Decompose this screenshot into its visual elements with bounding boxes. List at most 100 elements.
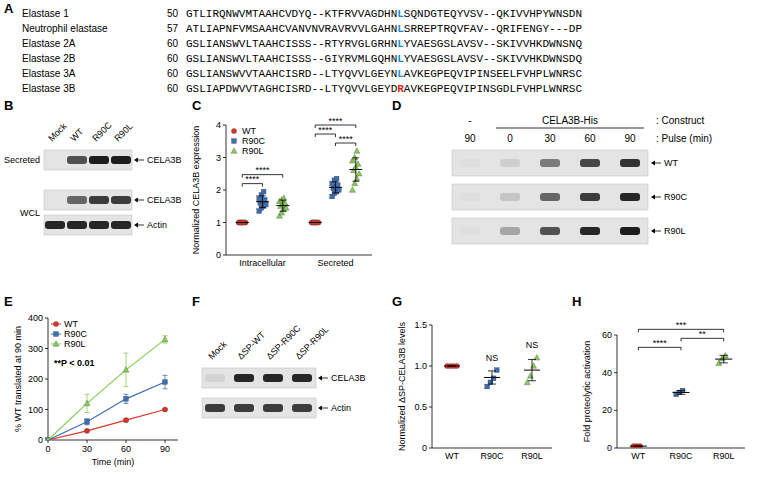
- error-bar: [448, 366, 456, 367]
- marker: [334, 176, 339, 181]
- y-label: Fold proteolytic activation: [582, 341, 592, 443]
- x-tick: [87, 440, 88, 443]
- error-bar: [634, 446, 643, 447]
- band: [540, 193, 560, 201]
- blot-strip: [202, 398, 316, 418]
- lane-label: R90C: [90, 120, 114, 144]
- band: [67, 221, 87, 229]
- y-tick: [223, 255, 226, 256]
- sequence: GSLIAPDWVVTAGHCISRD--LTYQVVLGEYDRAVKEGPE…: [186, 83, 582, 95]
- legend-marker: [231, 148, 237, 154]
- error-bar: [332, 182, 338, 193]
- marker: [531, 363, 537, 369]
- panel-label: F: [192, 294, 200, 309]
- lane-label: Mock: [206, 339, 229, 362]
- pulse-label: 90: [464, 133, 476, 144]
- error-bar: [259, 196, 265, 208]
- band: [45, 221, 65, 229]
- sequence: GSLIANSWVLTAAHCISSS--RTYRVGLGRHNLYVAESGS…: [186, 38, 582, 50]
- plot-area: [45, 336, 168, 440]
- arrow-head: [318, 406, 322, 411]
- blot-strip: [44, 150, 132, 170]
- pulse-label: 30: [544, 133, 556, 144]
- y-label: % WT translated at 90 min: [13, 326, 23, 432]
- y-tick: [223, 190, 226, 191]
- error-bar: [719, 355, 728, 363]
- mean-line: [309, 222, 322, 223]
- marker: [335, 183, 340, 188]
- sequence-part: GSLIAPDWVVTAGHCISRD--LTYQVVLGEYD: [186, 83, 398, 95]
- group-label: WCL: [20, 208, 40, 218]
- y-tick-label: 0: [607, 443, 612, 453]
- band: [460, 159, 480, 167]
- significance-label: **: [699, 329, 707, 339]
- band: [500, 193, 520, 201]
- legend-label: WT: [242, 126, 256, 136]
- band: [67, 196, 87, 204]
- band: [620, 193, 640, 201]
- y-tick-label: 20: [602, 405, 612, 415]
- lane-label: ΔSP-R90L: [293, 324, 330, 361]
- mean-line: [444, 366, 460, 367]
- significance-label: ****: [245, 174, 260, 184]
- plot-area: [236, 148, 363, 225]
- sequence-start: 60: [167, 83, 179, 94]
- x-tick: [126, 440, 127, 443]
- band: [292, 404, 312, 412]
- x-tick: [165, 440, 166, 443]
- band: [540, 159, 560, 167]
- significance-label: NS: [486, 353, 499, 363]
- marker: [349, 187, 355, 193]
- y-tick-label: 1: [216, 218, 221, 228]
- significance-label: ***: [676, 320, 687, 330]
- y-tick: [45, 348, 48, 349]
- sequence-name: Elastase 1: [22, 8, 69, 19]
- error-bar: [239, 222, 245, 223]
- band-label: R90C: [664, 192, 688, 202]
- arrow-head: [318, 376, 322, 381]
- marker: [494, 368, 499, 373]
- error-bar: [85, 419, 90, 425]
- marker: [163, 380, 168, 385]
- construct-label: -: [468, 115, 471, 126]
- marker: [352, 154, 358, 160]
- sequence-start: 57: [167, 23, 179, 34]
- y-tick: [429, 407, 432, 408]
- significance-label: ****: [339, 134, 354, 144]
- y-tick-label: 400: [28, 313, 43, 323]
- y-axis: [617, 335, 618, 448]
- band: [89, 156, 109, 164]
- arrow-head: [651, 229, 655, 234]
- blot-strip: [44, 215, 132, 235]
- band: [45, 156, 65, 164]
- x-tick: [48, 440, 49, 443]
- mean-line: [236, 222, 249, 223]
- y-tick-label: 2: [216, 185, 221, 195]
- error-bar: [312, 222, 318, 223]
- band: [620, 159, 640, 167]
- significance-label: ****: [653, 338, 668, 348]
- construct-line: [496, 128, 644, 129]
- band-label: R90L: [664, 226, 686, 236]
- legend-label: WT: [64, 319, 78, 329]
- panel-label: E: [4, 294, 13, 309]
- lane-label: WT: [68, 126, 85, 143]
- significance-label: NS: [526, 340, 539, 350]
- error-bar: [124, 353, 129, 387]
- band: [45, 196, 65, 204]
- legend-marker: [54, 332, 59, 337]
- marker: [162, 407, 167, 412]
- x-tick-label: 0: [45, 444, 50, 454]
- band-label: Actin: [147, 220, 167, 230]
- panel-label: H: [572, 294, 581, 309]
- band: [67, 156, 87, 164]
- lane-label: Mock: [46, 121, 69, 144]
- sequence-start: 60: [167, 53, 179, 64]
- band: [292, 374, 312, 382]
- significance-label: ****: [255, 165, 270, 175]
- pulse-label: 0: [507, 133, 513, 144]
- y-tick: [614, 448, 617, 449]
- band: [111, 221, 131, 229]
- marker: [84, 428, 89, 433]
- blot-strip: [202, 368, 316, 388]
